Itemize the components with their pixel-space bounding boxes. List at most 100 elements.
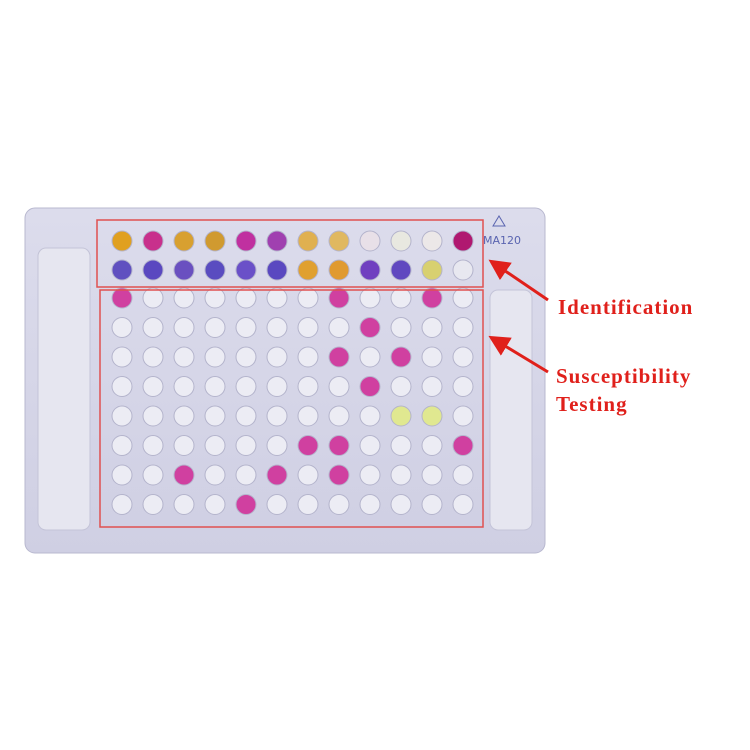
well — [266, 405, 288, 427]
well — [142, 405, 164, 427]
well — [452, 376, 474, 397]
well — [359, 317, 381, 338]
well — [235, 464, 257, 486]
well — [173, 435, 195, 456]
well — [452, 230, 474, 252]
well — [359, 464, 381, 486]
well — [359, 230, 381, 252]
well — [297, 287, 319, 309]
well — [173, 317, 195, 338]
well — [328, 376, 350, 397]
well — [359, 405, 381, 427]
identification-label: Identification — [558, 295, 693, 319]
well — [390, 435, 412, 456]
well — [297, 435, 319, 456]
well — [297, 346, 319, 368]
plate-trough — [37, 247, 91, 531]
well — [328, 287, 350, 309]
susceptibility-label: Testing — [556, 392, 628, 416]
well — [111, 259, 133, 281]
well — [390, 287, 412, 309]
susceptibility-label: Susceptibility — [556, 364, 691, 388]
well — [390, 317, 412, 338]
well — [204, 376, 226, 397]
well — [235, 405, 257, 427]
well — [328, 317, 350, 338]
well — [235, 494, 257, 515]
well — [142, 376, 164, 397]
well — [204, 230, 226, 252]
identification-box — [96, 219, 484, 288]
well — [235, 287, 257, 309]
well — [111, 230, 133, 252]
well — [111, 494, 133, 515]
well — [204, 346, 226, 368]
well — [235, 346, 257, 368]
well — [173, 376, 195, 397]
well — [266, 346, 288, 368]
well — [173, 230, 195, 252]
well — [452, 405, 474, 427]
well — [173, 346, 195, 368]
wells — [111, 230, 474, 515]
well — [266, 376, 288, 397]
well — [235, 259, 257, 281]
well — [204, 464, 226, 486]
well — [297, 405, 319, 427]
well — [142, 317, 164, 338]
well — [390, 464, 412, 486]
well — [204, 317, 226, 338]
well — [235, 230, 257, 252]
well — [235, 317, 257, 338]
arrow — [488, 335, 549, 374]
well — [111, 405, 133, 427]
well — [204, 435, 226, 456]
well — [328, 405, 350, 427]
well — [328, 464, 350, 486]
arrow — [488, 259, 549, 302]
plate-trough — [489, 289, 533, 531]
well — [111, 287, 133, 309]
well — [421, 435, 443, 456]
well — [359, 376, 381, 397]
well — [266, 317, 288, 338]
well — [297, 376, 319, 397]
well — [142, 346, 164, 368]
well — [266, 230, 288, 252]
well — [266, 435, 288, 456]
well — [421, 346, 443, 368]
susceptibility-box — [99, 289, 484, 528]
well — [390, 346, 412, 368]
well — [390, 230, 412, 252]
well — [359, 287, 381, 309]
well — [204, 405, 226, 427]
well — [452, 259, 474, 281]
well — [359, 259, 381, 281]
well — [142, 464, 164, 486]
well — [142, 230, 164, 252]
well — [421, 464, 443, 486]
well — [328, 259, 350, 281]
well — [328, 346, 350, 368]
well — [390, 494, 412, 515]
well — [111, 435, 133, 456]
well — [297, 464, 319, 486]
well — [142, 494, 164, 515]
well — [390, 259, 412, 281]
well — [452, 435, 474, 456]
well — [297, 230, 319, 252]
well — [111, 317, 133, 338]
well — [297, 494, 319, 515]
well — [359, 346, 381, 368]
well — [266, 494, 288, 515]
well — [452, 317, 474, 338]
well — [452, 494, 474, 515]
well — [142, 435, 164, 456]
well — [266, 259, 288, 281]
well — [204, 494, 226, 515]
well — [359, 494, 381, 515]
well — [204, 259, 226, 281]
plate-triangle — [492, 215, 506, 227]
